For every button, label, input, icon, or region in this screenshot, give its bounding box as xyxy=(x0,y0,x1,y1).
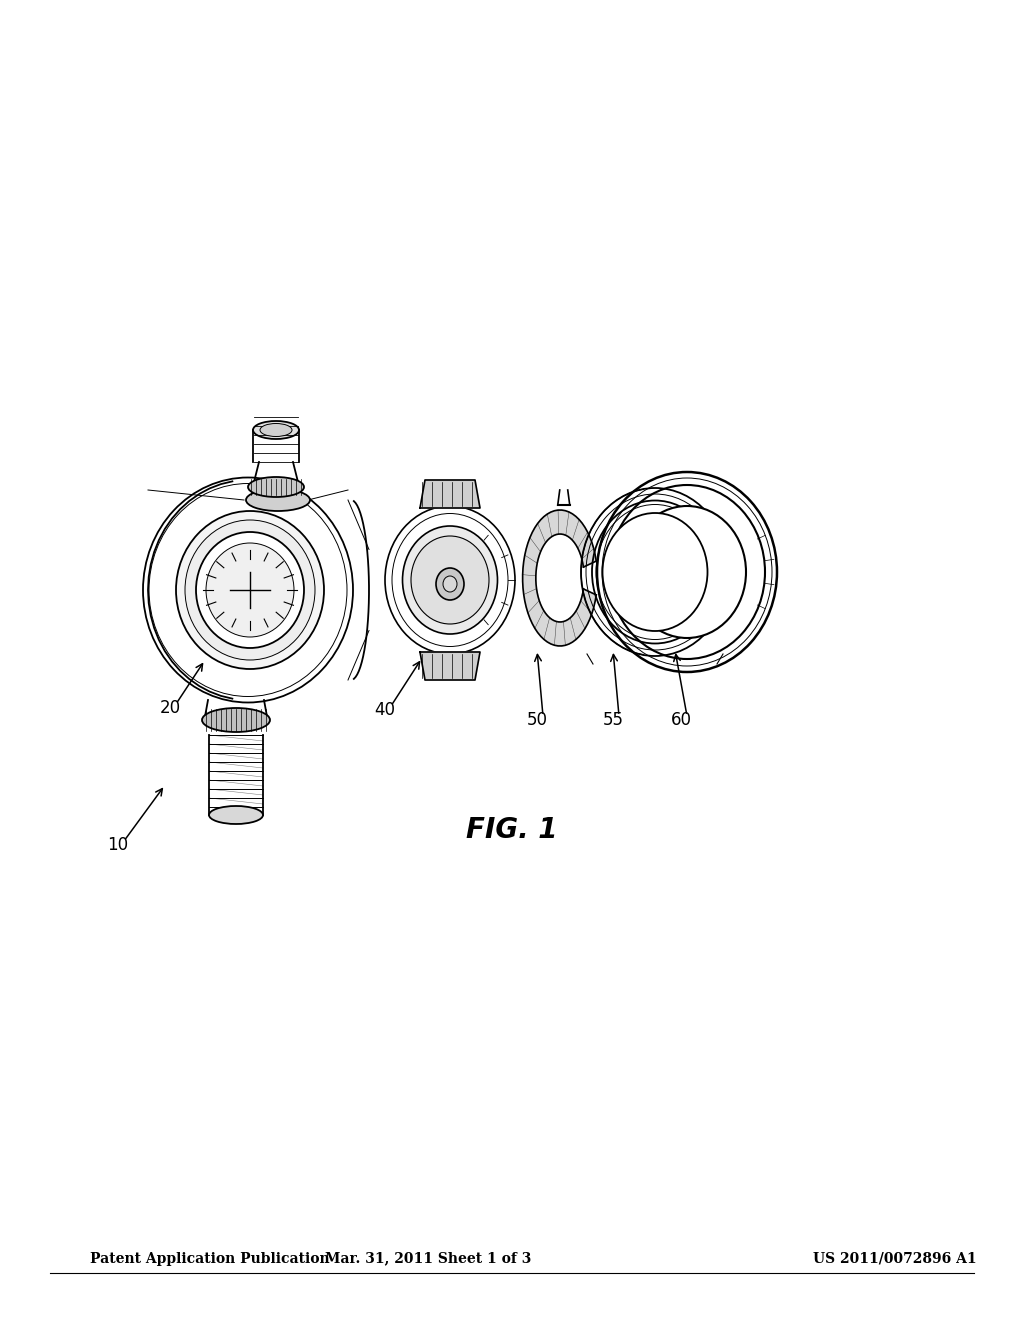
Polygon shape xyxy=(522,510,596,645)
Ellipse shape xyxy=(411,536,489,624)
Ellipse shape xyxy=(196,532,304,648)
Ellipse shape xyxy=(209,807,263,824)
Ellipse shape xyxy=(402,525,498,634)
Ellipse shape xyxy=(246,488,310,511)
Ellipse shape xyxy=(602,513,708,631)
Ellipse shape xyxy=(248,477,304,498)
Text: 10: 10 xyxy=(108,836,129,854)
Ellipse shape xyxy=(436,568,464,601)
Text: Mar. 31, 2011 Sheet 1 of 3: Mar. 31, 2011 Sheet 1 of 3 xyxy=(325,1251,531,1266)
Ellipse shape xyxy=(202,708,270,733)
Ellipse shape xyxy=(260,424,292,437)
Ellipse shape xyxy=(628,506,746,638)
Text: 60: 60 xyxy=(671,711,691,729)
Text: 40: 40 xyxy=(375,701,395,719)
Ellipse shape xyxy=(206,543,294,638)
Ellipse shape xyxy=(143,478,353,702)
Text: 20: 20 xyxy=(160,700,180,717)
Text: FIG. 1: FIG. 1 xyxy=(466,816,558,843)
Polygon shape xyxy=(420,652,480,680)
Ellipse shape xyxy=(185,520,315,660)
Polygon shape xyxy=(420,480,480,508)
Ellipse shape xyxy=(176,511,324,669)
Text: Patent Application Publication: Patent Application Publication xyxy=(90,1251,330,1266)
Ellipse shape xyxy=(443,576,457,591)
Ellipse shape xyxy=(597,473,777,672)
Text: 50: 50 xyxy=(526,711,548,729)
Text: 55: 55 xyxy=(602,711,624,729)
Ellipse shape xyxy=(385,506,515,653)
Text: US 2011/0072896 A1: US 2011/0072896 A1 xyxy=(813,1251,977,1266)
Ellipse shape xyxy=(253,421,299,440)
